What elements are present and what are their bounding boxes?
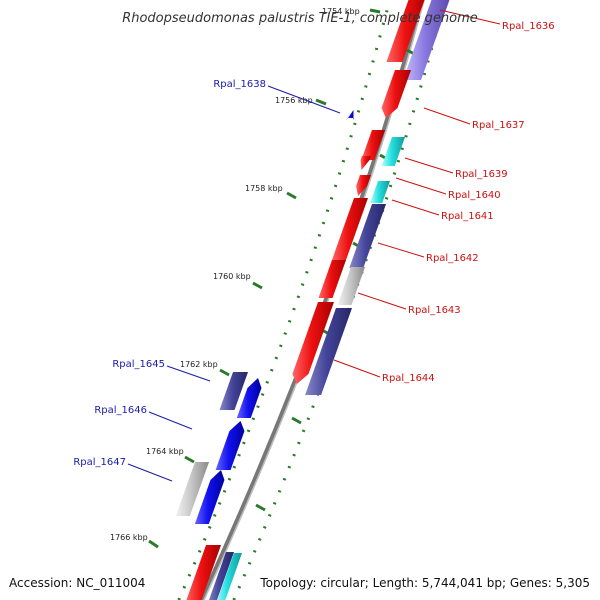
gene-label-rpal-1641[interactable]: Rpal_1641 bbox=[441, 211, 494, 222]
tick-label-1754: 1754 kbp bbox=[322, 7, 360, 16]
gene-block-rpal-1640b[interactable] bbox=[356, 175, 371, 196]
tick-label-1766: 1766 kbp bbox=[110, 533, 148, 542]
gene-layer bbox=[175, 0, 453, 600]
tick-mark-1764 bbox=[184, 455, 195, 464]
gene-block-rpal-1640[interactable] bbox=[360, 156, 371, 170]
tick-mark-1754 bbox=[369, 8, 381, 14]
gene-block-bottom-navy[interactable] bbox=[207, 552, 234, 600]
gene-label-rpal-1639[interactable]: Rpal_1639 bbox=[455, 169, 508, 180]
gene-block-rpal-1643[interactable] bbox=[318, 260, 346, 298]
gene-block-bottom-cyan[interactable] bbox=[216, 553, 242, 600]
leader-line-rpal-1643 bbox=[357, 292, 407, 310]
tick-mark-1760 bbox=[252, 281, 263, 290]
gene-block-rpal-1645[interactable] bbox=[219, 372, 248, 410]
leader-line-rpal-1646 bbox=[148, 411, 193, 430]
gene-label-rpal-1638[interactable]: Rpal_1638 bbox=[213, 79, 266, 90]
gene-block-rpal-1647b[interactable] bbox=[194, 470, 225, 524]
tick-mark-1758 bbox=[286, 191, 297, 200]
gene-block-bottom-red[interactable] bbox=[185, 545, 221, 600]
leader-line-rpal-1647 bbox=[127, 463, 173, 482]
outer-tick-track bbox=[177, 0, 392, 600]
gene-block-rpal-1637[interactable] bbox=[381, 70, 411, 118]
leader-line-rpal-1641 bbox=[391, 199, 440, 216]
gene-block-rpal-1639-cyan[interactable] bbox=[381, 137, 405, 166]
gene-block-rpal-1647[interactable] bbox=[175, 462, 209, 516]
gene-block-rpal-1642[interactable] bbox=[331, 198, 368, 262]
gene-block-rpal-1636-shadow[interactable] bbox=[403, 0, 453, 80]
leader-line-rpal-1642 bbox=[377, 242, 425, 258]
gene-label-layer: Rpal_1636 Rpal_1637 Rpal_1638 Rpal_1639 Rpal… bbox=[73, 9, 555, 482]
tick-mark-1756 bbox=[315, 98, 327, 106]
leader-line-rpal-1636 bbox=[439, 9, 501, 25]
gene-block-rpal-1643-gray[interactable] bbox=[337, 267, 365, 305]
gene-label-rpal-1647[interactable]: Rpal_1647 bbox=[73, 457, 126, 468]
gene-block-rpal-1636[interactable] bbox=[386, 0, 428, 62]
gene-label-rpal-1644[interactable]: Rpal_1644 bbox=[382, 373, 435, 384]
inner-tick-mark bbox=[255, 503, 266, 512]
tick-label-1758: 1758 kbp bbox=[245, 184, 283, 193]
tick-mark-1766 bbox=[148, 539, 159, 549]
tick-label-1764: 1764 kbp bbox=[146, 447, 184, 456]
inner-tick-mark bbox=[291, 416, 302, 425]
tick-label-1756: 1756 kbp bbox=[275, 96, 313, 105]
leader-line-rpal-1644 bbox=[333, 359, 381, 378]
gene-label-rpal-1642[interactable]: Rpal_1642 bbox=[426, 253, 479, 264]
tick-label-1762: 1762 kbp bbox=[180, 360, 218, 369]
gene-label-rpal-1645[interactable]: Rpal_1645 bbox=[112, 359, 165, 370]
tick-label-1760: 1760 kbp bbox=[213, 272, 251, 281]
gene-label-rpal-1637[interactable]: Rpal_1637 bbox=[472, 120, 525, 131]
gene-label-rpal-1646[interactable]: Rpal_1646 bbox=[94, 405, 147, 416]
leader-line-rpal-1639 bbox=[404, 157, 454, 174]
topology-text: Topology: circular; Length: 5,744,041 bp… bbox=[259, 576, 590, 590]
tick-mark-1762 bbox=[219, 368, 230, 377]
map-title: Rhodopseudomonas palustris TIE-1, comple… bbox=[122, 11, 478, 26]
gene-block-rpal-1641[interactable] bbox=[370, 181, 390, 203]
gene-label-rpal-1636[interactable]: Rpal_1636 bbox=[502, 21, 555, 32]
gene-block-rpal-1644-navy[interactable] bbox=[305, 308, 352, 395]
gene-block-rpal-1638[interactable] bbox=[346, 110, 355, 120]
leader-line-rpal-1645 bbox=[166, 365, 211, 382]
gene-block-rpal-1645b[interactable] bbox=[236, 378, 262, 418]
gene-block-rpal-1646[interactable] bbox=[215, 421, 245, 470]
gene-block-rpal-1642-navy[interactable] bbox=[349, 204, 386, 268]
leader-line-rpal-1640 bbox=[395, 177, 447, 195]
accession-text: Accession: NC_011004 bbox=[9, 576, 145, 590]
gene-label-rpal-1643[interactable]: Rpal_1643 bbox=[408, 305, 461, 316]
leader-line-rpal-1637 bbox=[423, 107, 471, 125]
leader-line-rpal-1638 bbox=[267, 85, 341, 114]
gene-label-rpal-1640[interactable]: Rpal_1640 bbox=[448, 190, 501, 201]
gene-block-rpal-1639[interactable] bbox=[361, 130, 385, 160]
gene-block-rpal-1644[interactable] bbox=[292, 302, 334, 384]
